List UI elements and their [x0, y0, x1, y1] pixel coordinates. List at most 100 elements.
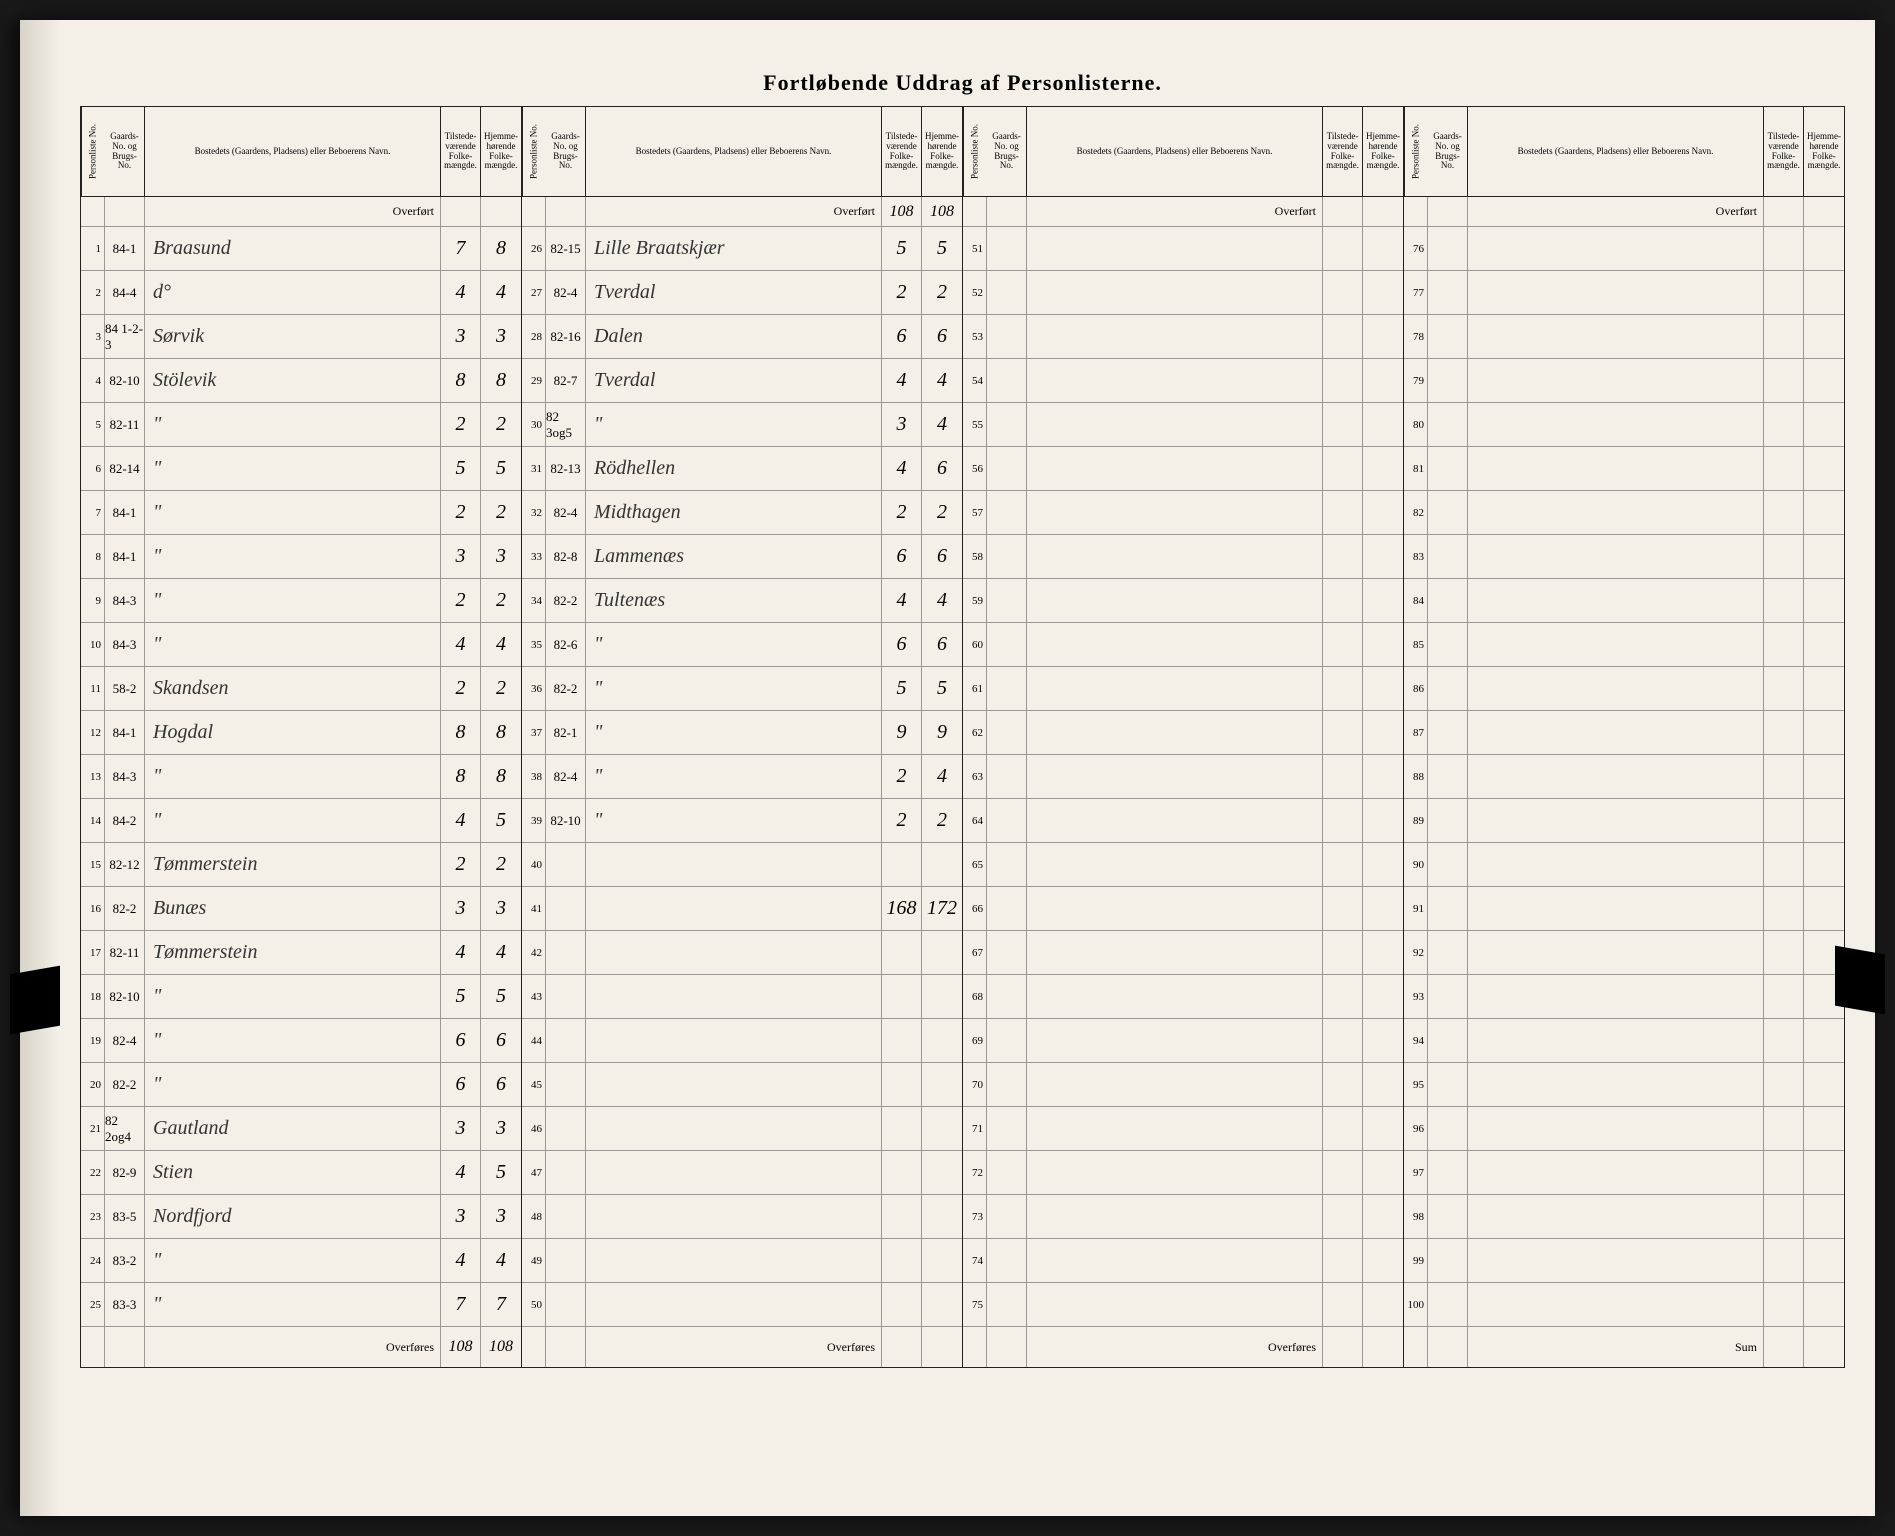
cell-hjemme — [1804, 1107, 1844, 1150]
overfort-label: Overført — [1027, 197, 1323, 226]
cell-hjemme — [1363, 887, 1403, 930]
ledger-block: Personliste No.Gaards-No. og Brugs-No.Bo… — [522, 107, 963, 1367]
cell-bosted-name — [586, 843, 882, 886]
cell-tilstede — [1764, 315, 1804, 358]
table-row: 1384-3"88 — [81, 755, 521, 799]
table-row: 53 — [963, 315, 1403, 359]
cell-bosted-name: " — [145, 491, 441, 534]
cell-bosted-name — [1468, 1283, 1764, 1326]
cell-gaards-no — [987, 975, 1027, 1018]
table-row: 40 — [522, 843, 962, 887]
overfort-label: Overført — [145, 197, 441, 226]
cell-tilstede — [1764, 1239, 1804, 1282]
cell-hjemme: 5 — [481, 799, 521, 842]
ledger-block: Personliste No.Gaards-No. og Brugs-No.Bo… — [1404, 107, 1844, 1367]
cell-hjemme — [922, 1019, 962, 1062]
cell-hjemme: 6 — [481, 1063, 521, 1106]
table-row: 65 — [963, 843, 1403, 887]
table-row: 100 — [1404, 1283, 1844, 1327]
cell-personliste-no: 98 — [1404, 1195, 1428, 1238]
cell-bosted-name — [586, 931, 882, 974]
cell-tilstede: 7 — [441, 227, 481, 270]
cell-personliste-no: 8 — [81, 535, 105, 578]
cell-hjemme — [1363, 447, 1403, 490]
cell-hjemme: 6 — [922, 623, 962, 666]
cell-personliste-no: 67 — [963, 931, 987, 974]
cell-tilstede: 8 — [441, 711, 481, 754]
cell-bosted-name — [1468, 403, 1764, 446]
cell-bosted-name — [586, 975, 882, 1018]
cell-tilstede — [1323, 1019, 1363, 1062]
table-row: 60 — [963, 623, 1403, 667]
table-row: 3682-2"55 — [522, 667, 962, 711]
cell-personliste-no: 64 — [963, 799, 987, 842]
cell-hjemme — [1363, 799, 1403, 842]
ledger-page: Fortløbende Uddrag af Personlisterne. Pe… — [20, 20, 1875, 1516]
cell-hjemme: 3 — [481, 887, 521, 930]
cell-personliste-no: 58 — [963, 535, 987, 578]
cell-tilstede: 2 — [441, 843, 481, 886]
cell-hjemme — [1363, 1195, 1403, 1238]
ledger-block: Personliste No.Gaards-No. og Brugs-No.Bo… — [81, 107, 522, 1367]
cell-hjemme — [1363, 1283, 1403, 1326]
cell-tilstede — [1323, 447, 1363, 490]
cell-bosted-name — [1468, 227, 1764, 270]
cell-gaards-no — [987, 887, 1027, 930]
overfores-row: Sum — [1404, 1327, 1844, 1367]
cell-hjemme — [1363, 227, 1403, 270]
cell-gaards-no: 84-1 — [105, 711, 145, 754]
cell-personliste-no: 63 — [963, 755, 987, 798]
cell-gaards-no: 82-4 — [105, 1019, 145, 1062]
table-row: 54 — [963, 359, 1403, 403]
cell-gaards-no — [987, 1019, 1027, 1062]
table-row: 3882-4"24 — [522, 755, 962, 799]
cell-gaards-no — [1428, 491, 1468, 534]
hdr-hjemme: Hjemme-hørende Folke-mængde. — [481, 107, 521, 196]
overfores-label: Overføres — [586, 1327, 882, 1367]
page-title: Fortløbende Uddrag af Personlisterne. — [80, 70, 1845, 96]
cell-personliste-no: 11 — [81, 667, 105, 710]
cell-personliste-no: 72 — [963, 1151, 987, 1194]
cell-bosted-name — [586, 1195, 882, 1238]
cell-tilstede — [1764, 799, 1804, 842]
cell-gaards-no — [1428, 1239, 1468, 1282]
cell-bosted-name — [1027, 447, 1323, 490]
cell-personliste-no: 10 — [81, 623, 105, 666]
cell-hjemme: 2 — [481, 491, 521, 534]
cell-hjemme — [1363, 843, 1403, 886]
cell-hjemme: 6 — [481, 1019, 521, 1062]
cell-gaards-no — [987, 1151, 1027, 1194]
cell-bosted-name: Tverdal — [586, 271, 882, 314]
cell-tilstede: 3 — [441, 1107, 481, 1150]
hdr-personliste: Personliste No. — [963, 107, 987, 196]
cell-bosted-name: Stölevik — [145, 359, 441, 402]
cell-gaards-no — [546, 887, 586, 930]
cell-personliste-no: 49 — [522, 1239, 546, 1282]
cell-tilstede — [882, 843, 922, 886]
table-row: 3782-1"99 — [522, 711, 962, 755]
cell-hjemme: 2 — [481, 843, 521, 886]
cell-tilstede — [1323, 623, 1363, 666]
cell-bosted-name — [1468, 535, 1764, 578]
cell-tilstede — [1323, 403, 1363, 446]
cell-hjemme — [1804, 535, 1844, 578]
cell-personliste-no: 37 — [522, 711, 546, 754]
cell-hjemme: 172 — [922, 887, 962, 930]
cell-hjemme — [1363, 931, 1403, 974]
cell-gaards-no — [987, 491, 1027, 534]
overfort-t — [441, 197, 481, 226]
cell-hjemme: 4 — [481, 931, 521, 974]
table-row: 482-10Stölevik88 — [81, 359, 521, 403]
table-row: 59 — [963, 579, 1403, 623]
cell-bosted-name — [1468, 623, 1764, 666]
cell-hjemme: 3 — [481, 1107, 521, 1150]
cell-gaards-no: 82-2 — [546, 667, 586, 710]
cell-personliste-no: 50 — [522, 1283, 546, 1326]
cell-bosted-name — [586, 1107, 882, 1150]
cell-hjemme: 4 — [922, 403, 962, 446]
cell-tilstede — [1764, 1019, 1804, 1062]
cell-gaards-no — [987, 711, 1027, 754]
cell-gaards-no: 82-8 — [546, 535, 586, 578]
cell-gaards-no — [987, 535, 1027, 578]
cell-bosted-name: Tømmerstein — [145, 843, 441, 886]
